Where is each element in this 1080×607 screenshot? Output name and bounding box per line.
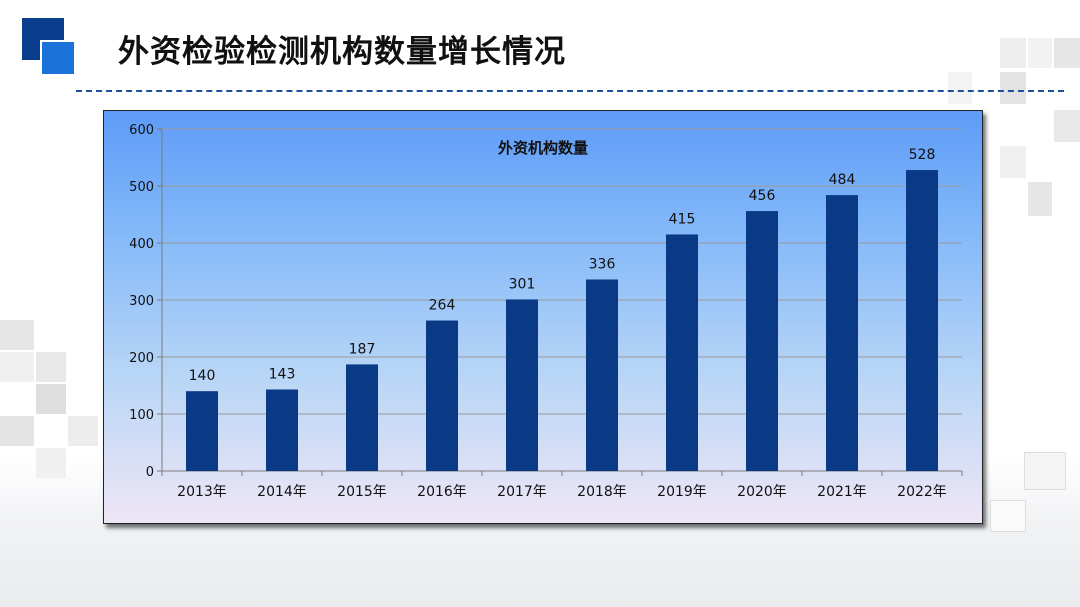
data-label: 484 — [829, 172, 856, 188]
bar — [906, 170, 938, 471]
y-tick-label: 100 — [129, 408, 154, 423]
y-tick-label: 200 — [129, 351, 154, 366]
x-tick-label: 2016年 — [417, 484, 467, 500]
data-label: 143 — [269, 366, 296, 382]
x-tick-label: 2013年 — [177, 484, 227, 500]
data-label: 415 — [669, 211, 696, 227]
x-tick-label: 2019年 — [657, 484, 707, 500]
data-label: 264 — [429, 298, 456, 314]
title-divider — [76, 90, 1064, 92]
x-tick-label: 2015年 — [337, 484, 387, 500]
x-tick-label: 2018年 — [577, 484, 627, 500]
logo-square-light — [40, 40, 76, 76]
bar — [666, 234, 698, 471]
data-label: 301 — [509, 276, 536, 292]
x-tick-label: 2022年 — [897, 484, 947, 500]
y-tick-label: 300 — [129, 294, 154, 309]
data-label: 336 — [589, 256, 616, 272]
y-tick-label: 400 — [129, 237, 154, 252]
bar — [826, 195, 858, 471]
bar — [426, 320, 458, 471]
data-label: 140 — [189, 368, 216, 384]
x-tick-label: 2020年 — [737, 484, 787, 500]
x-tick-label: 2021年 — [817, 484, 867, 500]
x-tick-label: 2014年 — [257, 484, 307, 500]
data-label: 187 — [349, 341, 376, 357]
bar — [266, 389, 298, 471]
bar-chart: 0 100 200 300 400 500 600 140 2013年 143 2014年 187 20… — [129, 123, 963, 500]
data-label: 456 — [749, 188, 776, 204]
y-tick-label: 0 — [146, 465, 154, 480]
bar — [746, 211, 778, 471]
y-tick-label: 500 — [129, 180, 154, 195]
bar — [586, 279, 618, 471]
chart-container: 0 100 200 300 400 500 600 140 2013年 143 2014年 187 20… — [103, 110, 983, 524]
bar — [186, 391, 218, 471]
page-title: 外资检验检测机构数量增长情况 — [118, 34, 566, 70]
y-tick-label: 600 — [129, 123, 154, 138]
data-label: 528 — [909, 147, 936, 163]
bar — [346, 364, 378, 471]
bar — [506, 299, 538, 471]
x-tick-label: 2017年 — [497, 484, 547, 500]
chart-title: 外资机构数量 — [497, 139, 588, 157]
